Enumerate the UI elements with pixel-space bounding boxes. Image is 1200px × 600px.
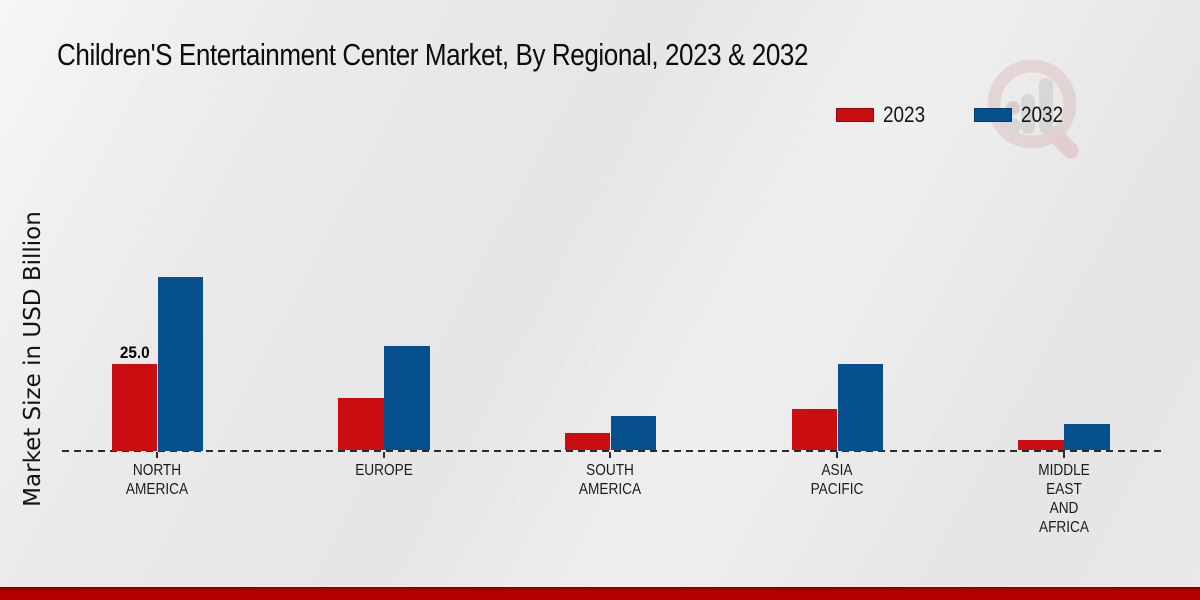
bar-2032-middle-east-and-africa xyxy=(1064,424,1110,451)
bar-2023-north-america xyxy=(111,363,157,451)
legend-label-2023: 2023 xyxy=(883,102,926,127)
legend-swatch-2023 xyxy=(836,108,874,122)
legend-swatch-2032 xyxy=(973,108,1012,122)
category-label-europe: EUROPE xyxy=(354,462,413,479)
category-label-middle-east-and-africa: MIDDLE EAST AND AFRICA xyxy=(1037,462,1090,536)
bar-2032-south-america xyxy=(610,415,656,451)
x-axis-tick xyxy=(156,452,158,458)
category-label-asia-pacific: ASIA PACIFIC xyxy=(810,462,864,498)
x-axis-tick xyxy=(382,452,385,458)
legend: 2023 2032 xyxy=(836,102,1070,128)
bar-2032-asia-pacific xyxy=(837,363,883,451)
category-label-north-america: NORTH AMERICA xyxy=(125,462,189,498)
legend-item-2032: 2032 xyxy=(973,102,1070,128)
x-axis-tick xyxy=(836,452,838,458)
bar-2032-north-america xyxy=(157,277,203,451)
bar-2032-europe xyxy=(384,346,430,451)
chart-title: Children'S Entertainment Center Market, … xyxy=(57,37,809,72)
legend-label-2032: 2032 xyxy=(1020,102,1064,127)
bar-2023-south-america xyxy=(564,433,610,451)
x-axis-tick xyxy=(609,452,611,458)
bar-2023-europe xyxy=(338,398,384,451)
x-axis-tick xyxy=(1062,452,1065,458)
bottom-accent-strip xyxy=(0,587,1200,600)
category-label-south-america: SOUTH AMERICA xyxy=(578,462,642,498)
bar-2023-middle-east-and-africa xyxy=(1018,440,1064,451)
bar-value-label: 25.0 xyxy=(119,342,150,362)
bar-2023-asia-pacific xyxy=(791,408,837,451)
legend-item-2023: 2023 xyxy=(836,102,932,128)
x-axis-baseline xyxy=(62,450,1163,452)
